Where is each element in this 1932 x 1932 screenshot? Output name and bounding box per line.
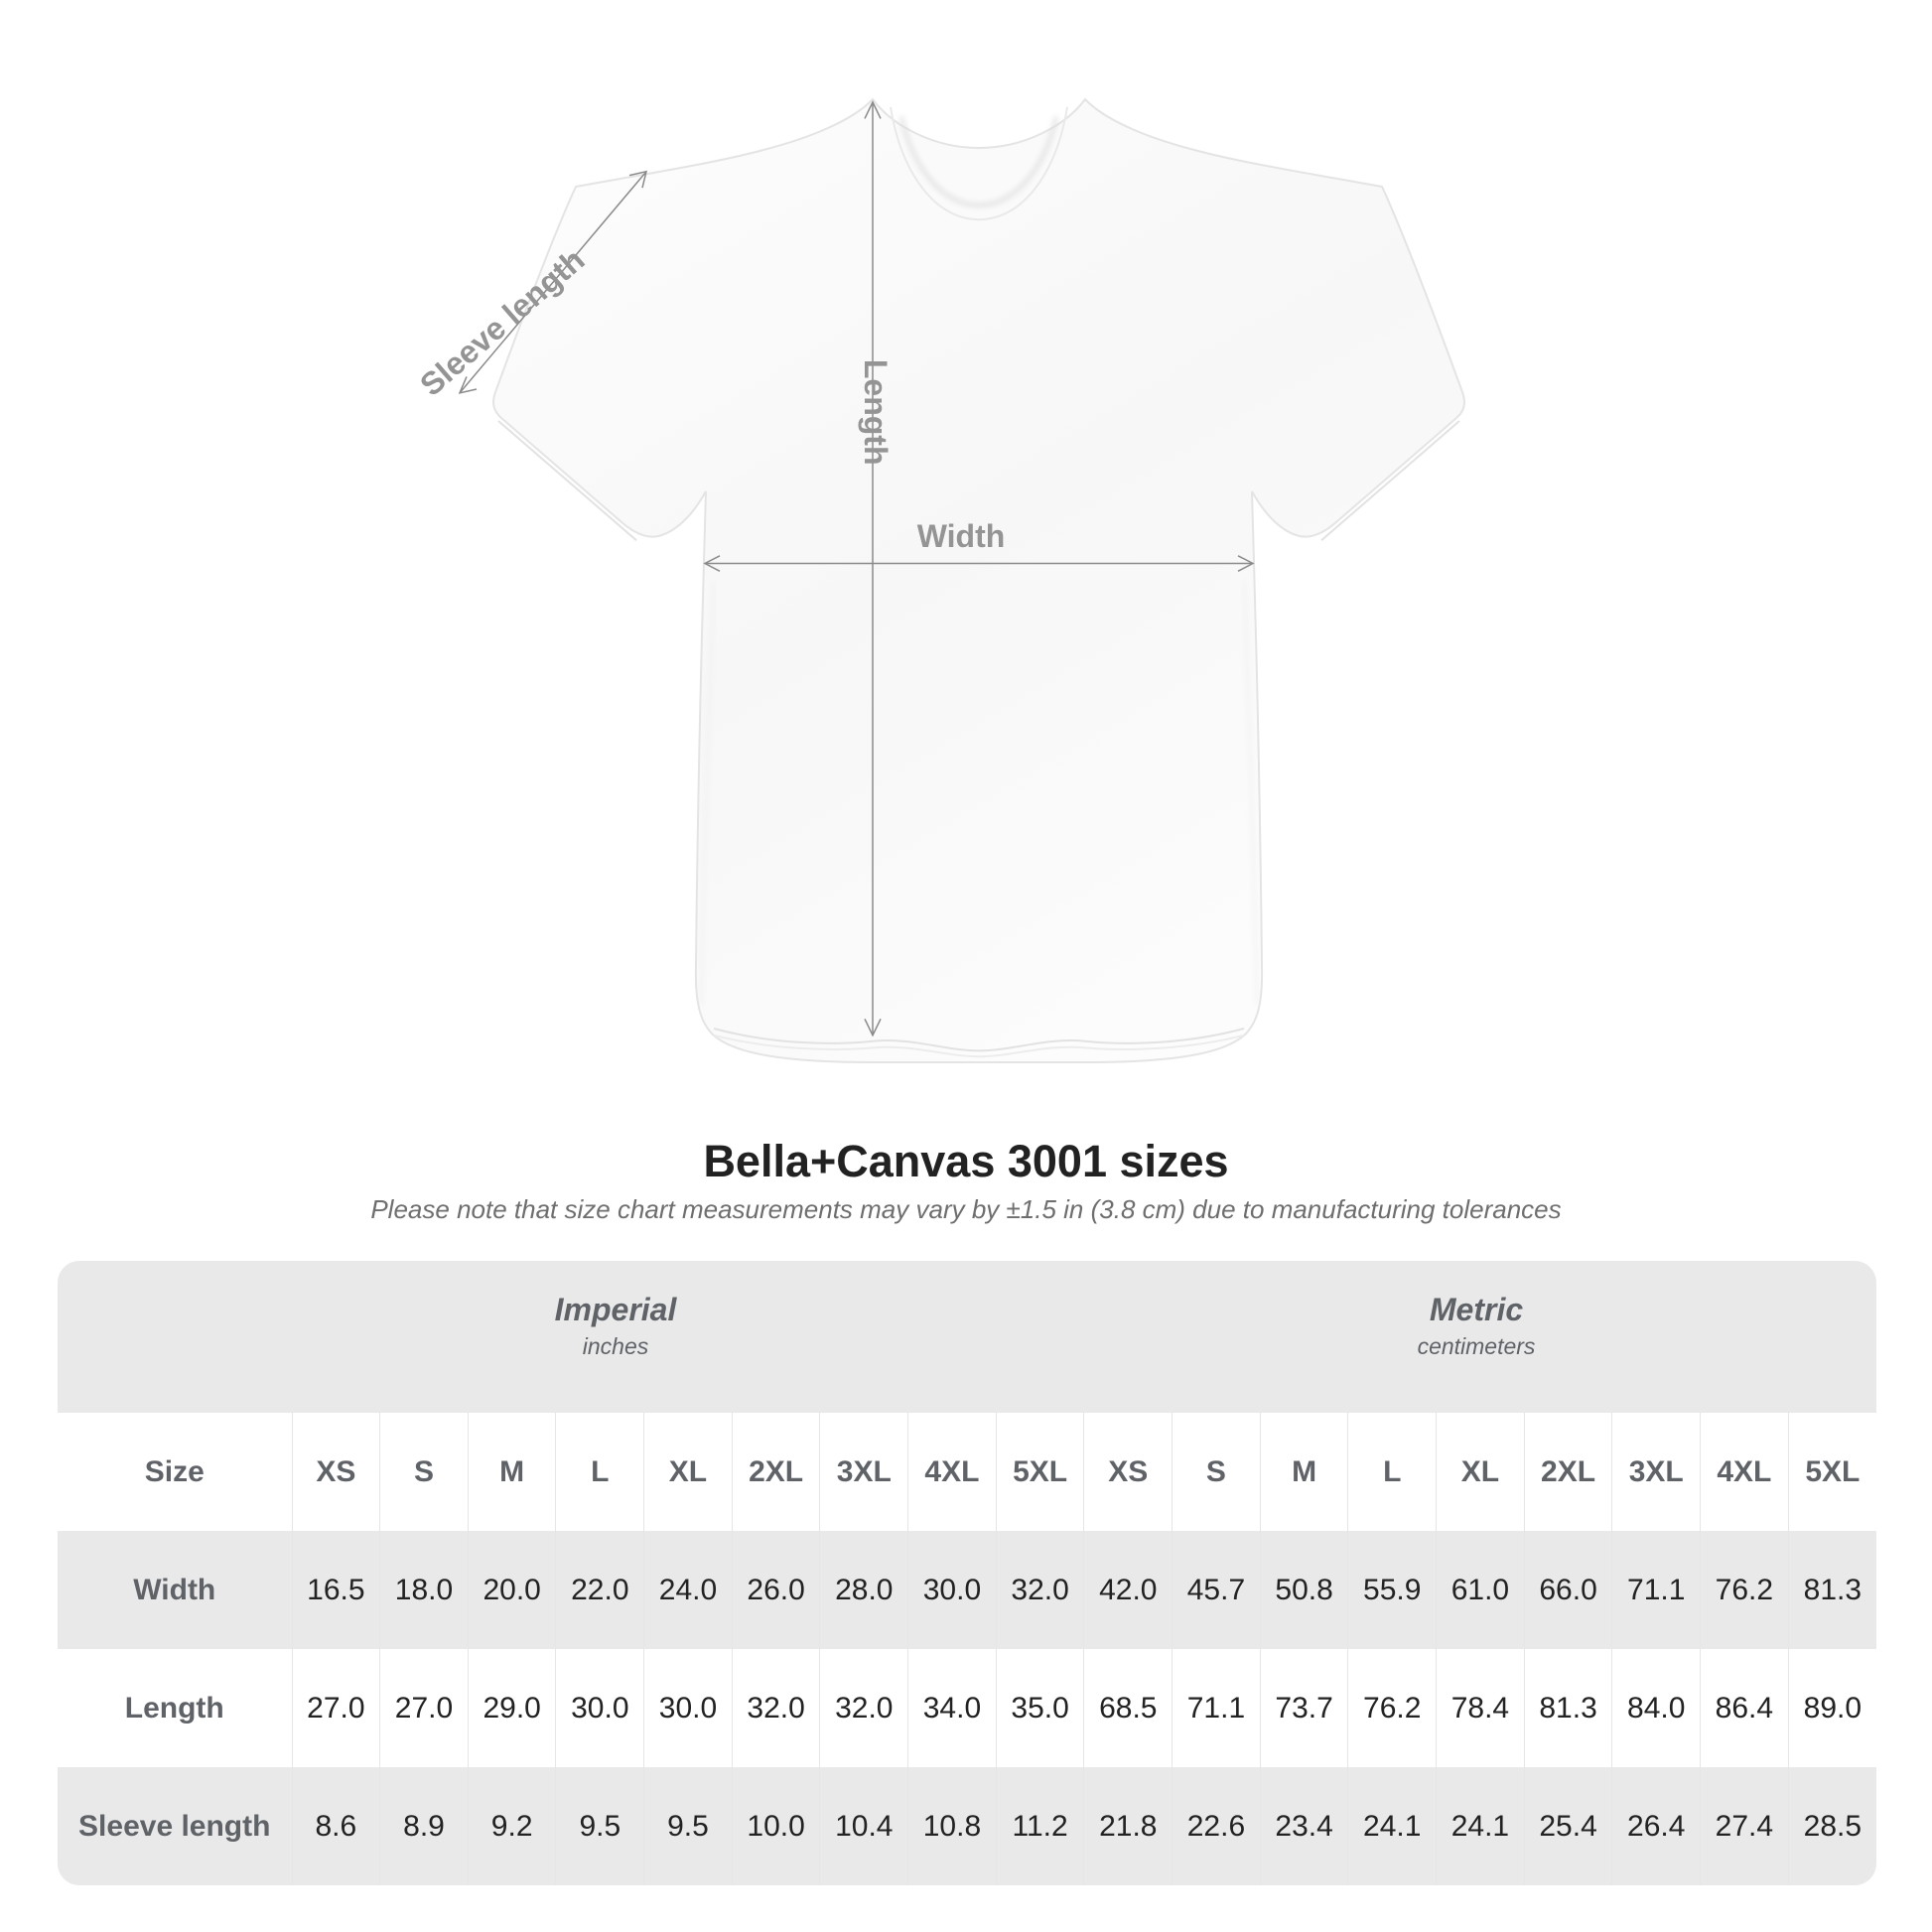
svg-text:Width: Width [917, 518, 1006, 554]
svg-text:Length: Length [858, 359, 894, 466]
